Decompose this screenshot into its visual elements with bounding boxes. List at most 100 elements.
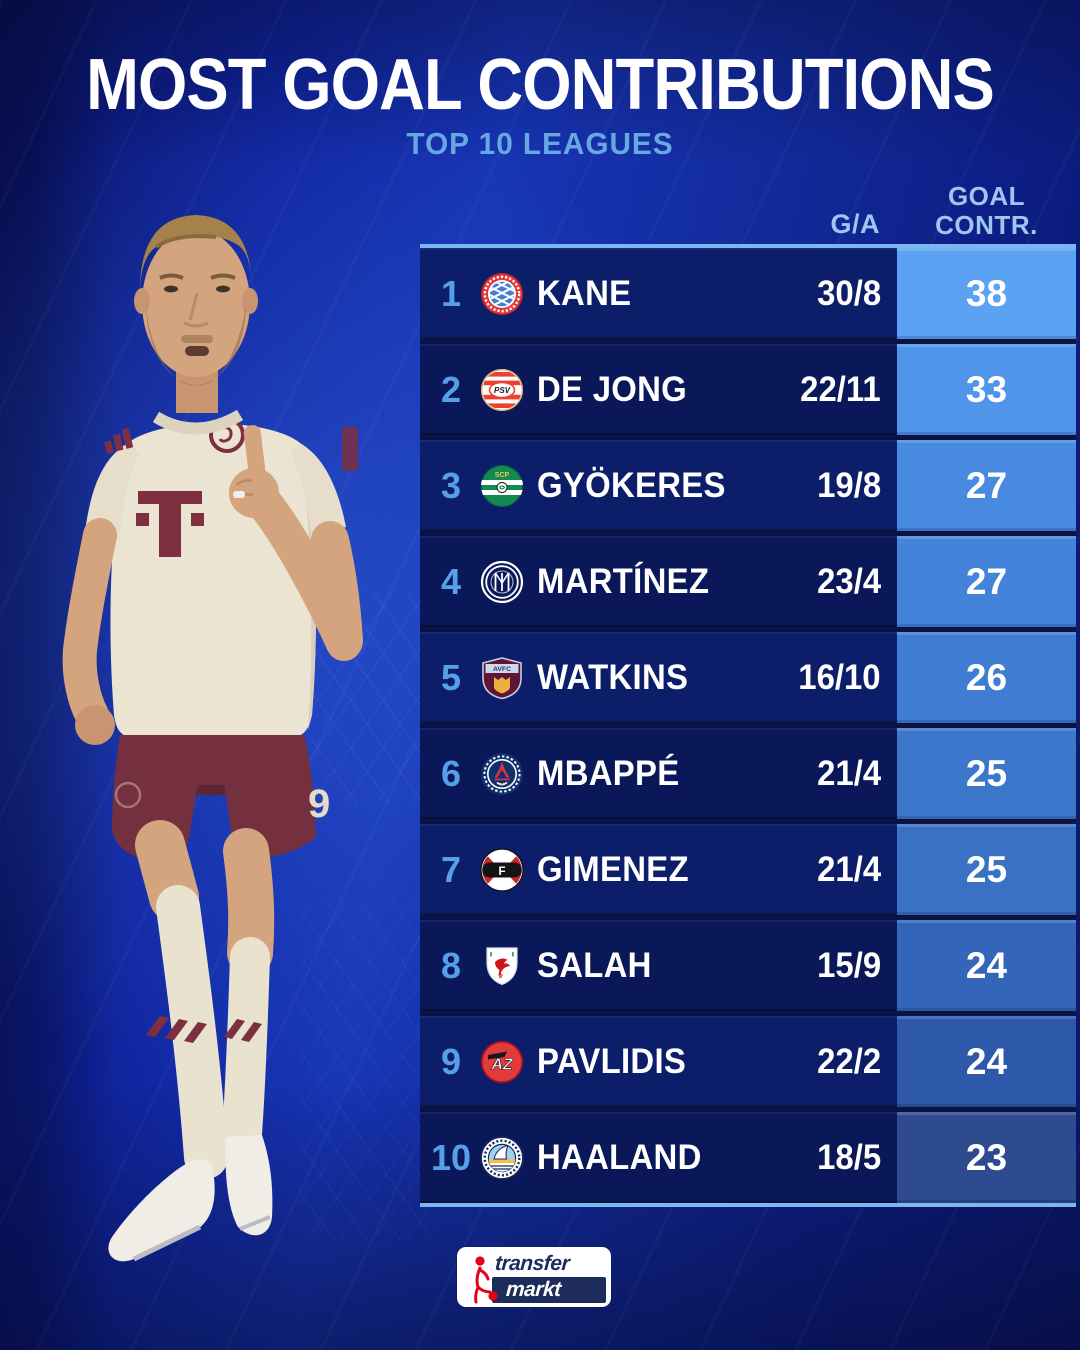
az-alkmaar-badge: AZ xyxy=(480,1040,524,1084)
ga-value: 16/10 xyxy=(798,657,882,697)
rank: 9 xyxy=(440,1040,462,1082)
ga-value: 19/8 xyxy=(816,465,882,505)
logo-navy-band xyxy=(492,1277,606,1303)
table-row-main: 10 HAALAND 18/5 xyxy=(420,1112,897,1203)
table-row-main: 5 AVFC WATKINS 16/10 xyxy=(420,632,897,723)
table-row: 3 SCP GYÖKERES 19/8 27 xyxy=(420,440,1076,531)
goal-contr-cell: 33 xyxy=(897,344,1076,435)
finger-tape xyxy=(233,491,245,498)
sporting-cp-badge: SCP xyxy=(480,464,524,508)
goal-contr-value: 23 xyxy=(965,1136,1008,1178)
aston-villa-badge: AVFC xyxy=(480,656,524,700)
logo-word-markt: markt xyxy=(505,1278,562,1301)
goal-contr-value: 25 xyxy=(965,848,1008,890)
rank: 5 xyxy=(440,656,462,698)
goal-contr-cell: 27 xyxy=(897,536,1076,627)
goal-contr-value: 24 xyxy=(965,944,1008,986)
goal-contr-cell: 25 xyxy=(897,728,1076,819)
goal-contr-value: 25 xyxy=(965,752,1008,794)
rank: 8 xyxy=(440,944,462,986)
goal-contr-cell: 25 xyxy=(897,824,1076,915)
player-photo: 9 xyxy=(62,215,363,1262)
hair xyxy=(140,215,252,291)
ga-value: 15/9 xyxy=(816,945,882,985)
page-subtitle: TOP 10 LEAGUES xyxy=(406,126,674,161)
goal-contr-cell: 27 xyxy=(897,440,1076,531)
ga-value: 23/4 xyxy=(816,561,882,601)
player-name: GIMENEZ xyxy=(537,849,689,889)
table-row-main: 4 MARTÍNEZ 23/4 xyxy=(420,536,897,627)
page-title: MOST GOAL CONTRIBUTIONS xyxy=(86,45,995,125)
table-row-main: 3 SCP GYÖKERES 19/8 xyxy=(420,440,897,531)
table-row: 9 AZ PAVLIDIS 22/2 24 xyxy=(420,1016,1076,1107)
bayern-munich-badge xyxy=(480,272,524,316)
table-bottom-border xyxy=(420,1203,1076,1207)
svg-text:F: F xyxy=(498,866,505,878)
ga-value: 18/5 xyxy=(816,1137,882,1177)
goal-contr-value: 33 xyxy=(965,368,1008,410)
goal-contr-value: 26 xyxy=(965,656,1008,698)
ga-value: 22/11 xyxy=(800,369,882,409)
goal-contr-cell: 26 xyxy=(897,632,1076,723)
player-name: HAALAND xyxy=(537,1137,702,1177)
rank: 10 xyxy=(430,1136,472,1178)
rank: 6 xyxy=(440,752,462,794)
sock-stripes xyxy=(146,1016,262,1043)
sleeve-patch xyxy=(342,427,358,471)
boot xyxy=(225,1135,273,1236)
boot xyxy=(108,1159,215,1262)
table-row: 10 HAALAND 18/5 23 xyxy=(420,1112,1076,1203)
table-top-border xyxy=(420,244,1076,248)
table-row: 1 KANE 30/8 38 xyxy=(420,248,1076,339)
adidas-logo xyxy=(104,427,134,454)
liverpool-badge xyxy=(480,944,524,988)
goal-contr-value: 27 xyxy=(965,464,1008,506)
player-name: KANE xyxy=(537,273,632,313)
table-row: 4 MARTÍNEZ 23/4 27 xyxy=(420,536,1076,627)
table-row: 5 AVFC WATKINS 16/10 26 xyxy=(420,632,1076,723)
table-row-main: 8 SALAH 15/9 xyxy=(420,920,897,1011)
table-row-main: 1 KANE 30/8 xyxy=(420,248,897,339)
rank: 4 xyxy=(440,560,462,602)
svg-text:PSV: PSV xyxy=(494,386,511,395)
ga-value: 21/4 xyxy=(816,753,882,793)
goal-contr-cell: 24 xyxy=(897,920,1076,1011)
table-row: 8 SALAH 15/9 24 xyxy=(420,920,1076,1011)
svg-text:AVFC: AVFC xyxy=(493,666,511,673)
ga-value: 30/8 xyxy=(816,273,882,313)
table-body: 1 KANE 30/8 38 2 PSV xyxy=(420,248,1076,1203)
goal-contr-value: 24 xyxy=(965,1040,1008,1082)
goal-contr-value: 38 xyxy=(965,272,1008,314)
table-row-main: 2 PSV DE JONG 22/11 xyxy=(420,344,897,435)
man-city-badge xyxy=(480,1135,524,1180)
player-name: PAVLIDIS xyxy=(537,1041,687,1081)
transfermarkt-logo: transfer markt xyxy=(457,1247,611,1307)
player-name: DE JONG xyxy=(537,369,688,409)
table-row: 7 F GIMENEZ 21/4 25 xyxy=(420,824,1076,915)
rank: 1 xyxy=(440,272,462,314)
inter-badge xyxy=(480,560,524,604)
table-row: 2 PSV DE JONG 22/11 33 xyxy=(420,344,1076,435)
goal-contr-value: 27 xyxy=(965,560,1008,602)
svg-text:AZ: AZ xyxy=(490,1056,514,1073)
table-row: 6 MBAPPÉ 21/4 25 xyxy=(420,728,1076,819)
column-header-ga: G/A xyxy=(830,209,880,239)
ga-value: 22/2 xyxy=(816,1041,882,1081)
goal-contr-cell: 38 xyxy=(897,248,1076,339)
logo-word-transfer: transfer xyxy=(494,1252,571,1275)
goal-contr-cell: 23 xyxy=(897,1112,1076,1203)
table-row-main: 9 AZ PAVLIDIS 22/2 xyxy=(420,1016,897,1107)
player-name: MBAPPÉ xyxy=(537,753,680,793)
player-name: MARTÍNEZ xyxy=(537,561,710,601)
player-name: SALAH xyxy=(537,945,652,985)
rank: 7 xyxy=(440,848,462,890)
svg-text:SCP: SCP xyxy=(495,472,510,479)
table-row-main: 6 MBAPPÉ 21/4 xyxy=(420,728,897,819)
telekom-t-logo xyxy=(136,491,204,557)
column-header-goal-line1: GOAL xyxy=(947,181,1026,211)
player-name: GYÖKERES xyxy=(537,465,726,505)
psv-badge: PSV xyxy=(480,368,524,412)
shorts-number: 9 xyxy=(308,782,330,826)
goal-net-pattern xyxy=(300,900,440,1240)
